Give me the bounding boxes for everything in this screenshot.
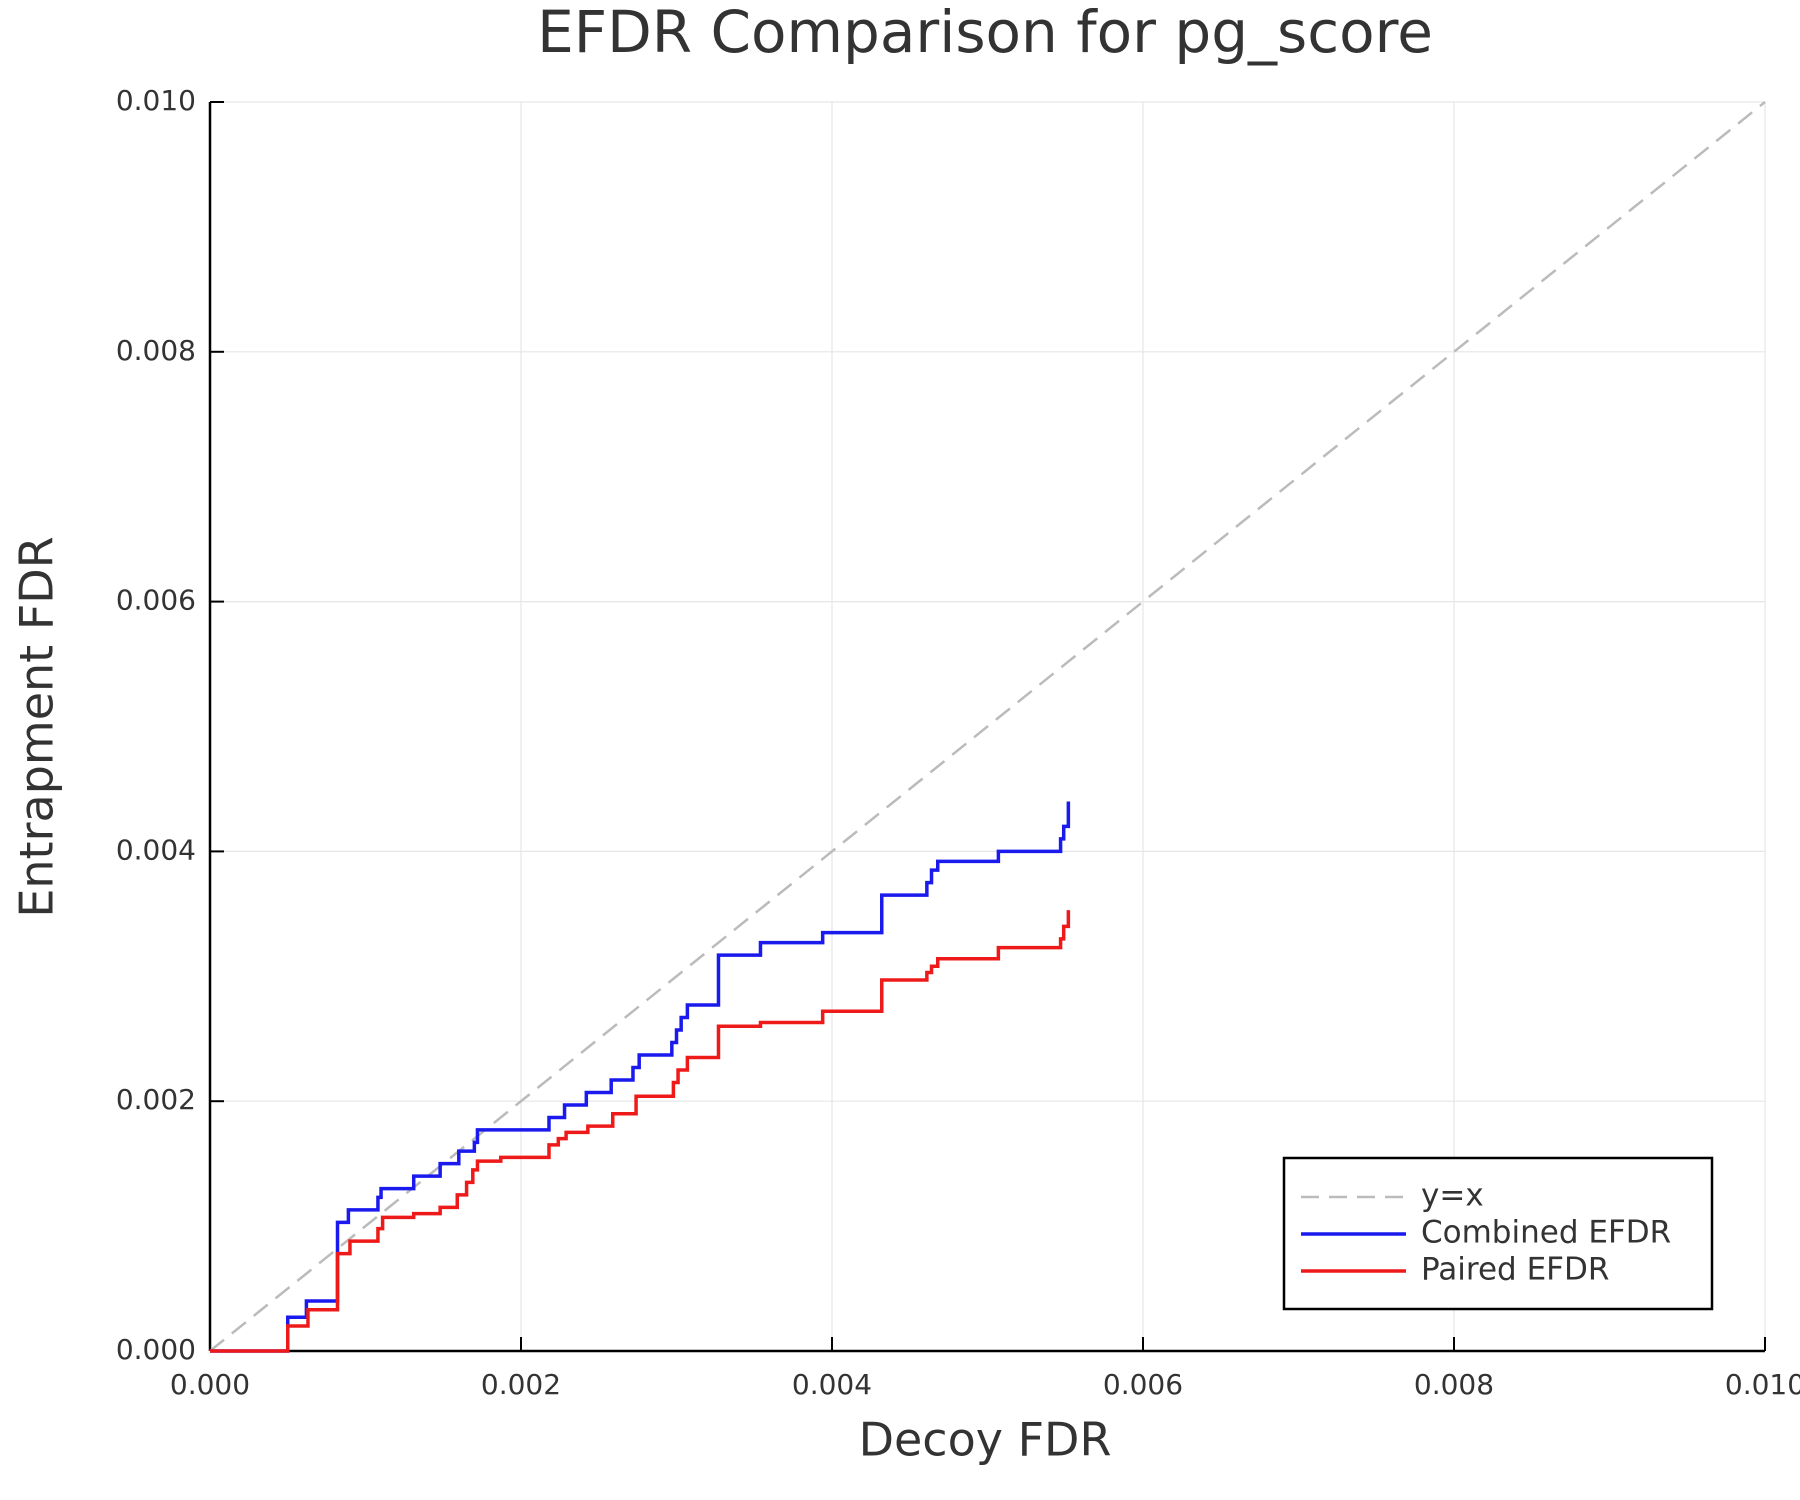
y-axis-label: Entrapment FDR [10,536,64,917]
x-tick-label: 0.000 [170,1368,250,1401]
legend-label: y=x [1421,1178,1484,1214]
x-tick-label: 0.010 [1725,1368,1800,1401]
series-line [209,101,1766,1352]
legend-label: Paired EFDR [1421,1252,1609,1288]
y-tick-label: 0.008 [116,334,196,367]
x-tick-label: 0.002 [481,1368,561,1401]
y-tick-label: 0.002 [116,1083,196,1116]
x-tick-label: 0.004 [792,1368,872,1401]
series-line [210,801,1071,1353]
y-tick-label: 0.000 [116,1333,196,1366]
y-tick-label: 0.004 [116,833,196,866]
y-tick-label: 0.010 [116,84,196,117]
y-tick-label: 0.006 [116,584,196,617]
legend-label: Combined EFDR [1421,1215,1671,1251]
chart-title: EFDR Comparison for pg_score [537,0,1433,66]
x-tick-label: 0.006 [1103,1368,1183,1401]
series-line [210,910,1071,1353]
x-axis-label: Decoy FDR [859,1413,1112,1467]
x-tick-label: 0.008 [1414,1368,1494,1401]
